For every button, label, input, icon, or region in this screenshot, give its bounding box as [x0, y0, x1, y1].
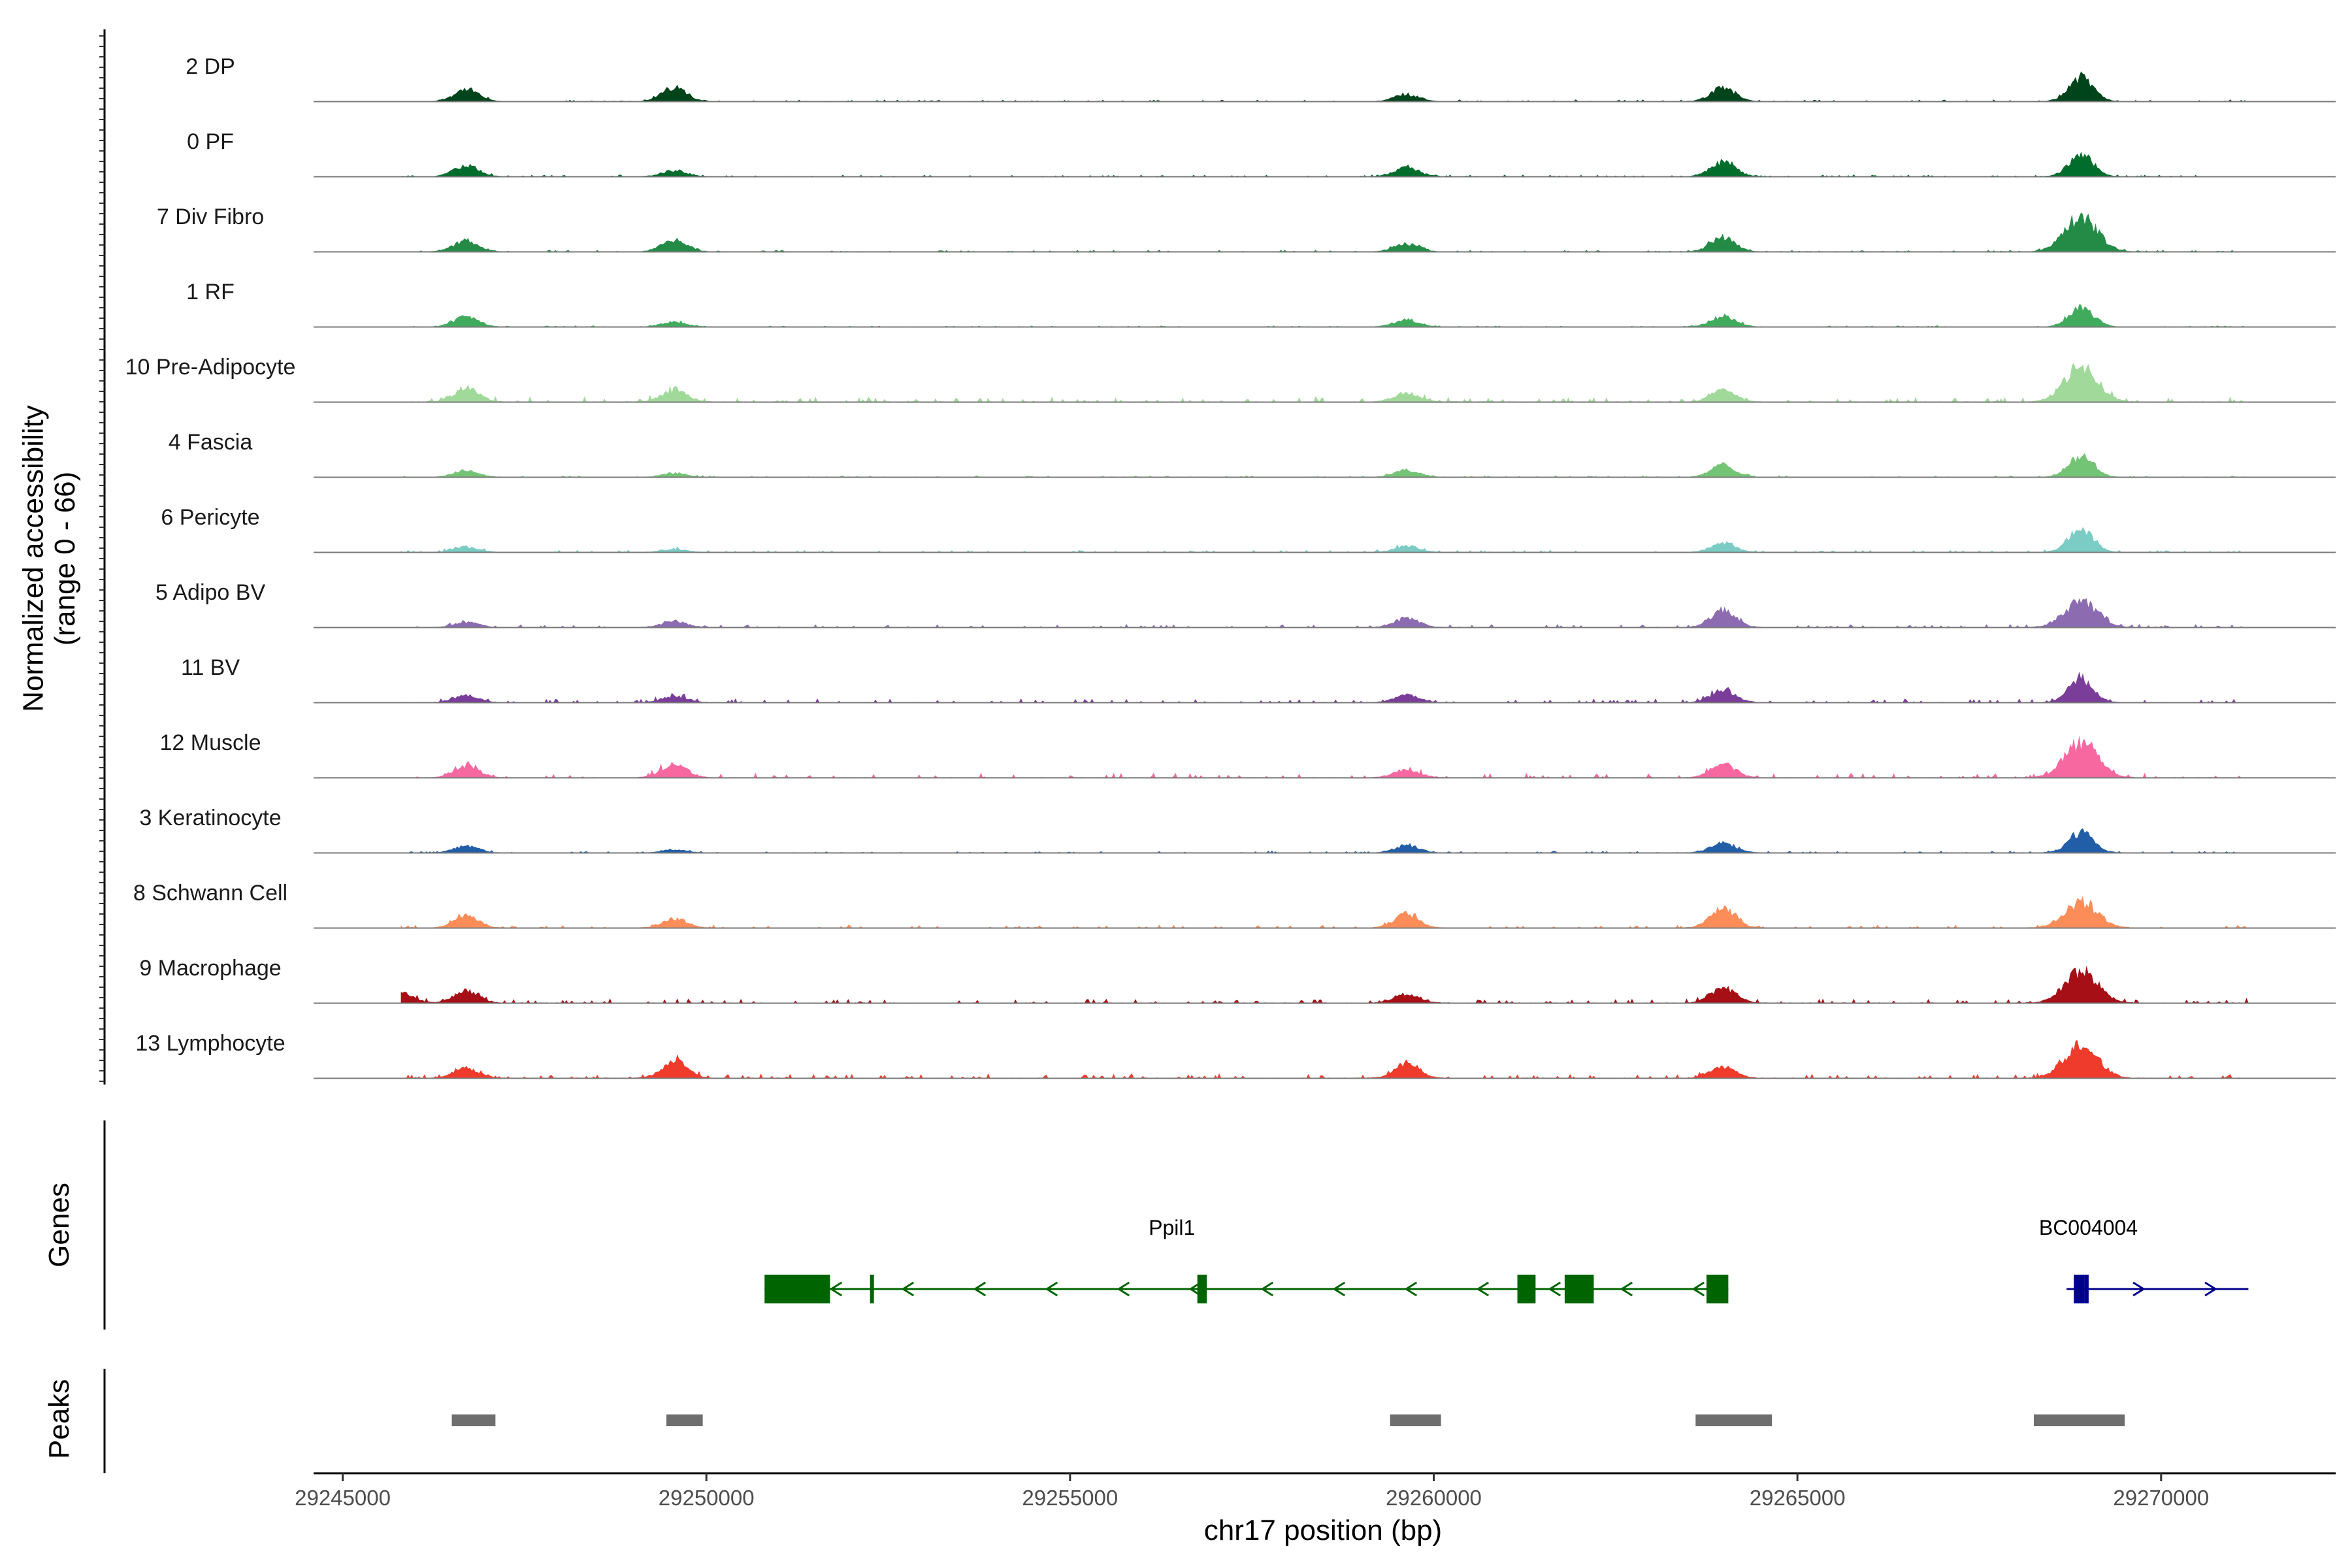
coverage-area	[400, 828, 2249, 853]
strand-chevron	[1404, 1281, 1418, 1297]
x-axis: 29245000 29250000 29255000 29260000 29265000…	[295, 1472, 2336, 1510]
track-label: 4 Fascia	[169, 430, 253, 455]
coverage-area	[400, 527, 2249, 552]
track-label: 0 PF	[187, 129, 234, 154]
peaks-panel-label: Peaks	[43, 1379, 75, 1459]
coverage-area	[400, 965, 2249, 1003]
strand-chevron	[901, 1281, 915, 1297]
gene-exon	[1517, 1275, 1536, 1303]
strand-chevron	[2132, 1281, 2146, 1297]
gene-exon	[1706, 1275, 1729, 1303]
strand-chevron	[829, 1281, 843, 1297]
coverage-area	[400, 1040, 2249, 1078]
genes-panel: Ppil1 BC004004	[103, 1120, 2249, 1330]
track-0-pf: 0 PF	[187, 129, 2336, 178]
track-11-bv: 11 BV	[181, 655, 2336, 704]
track-8-schwann-cell: 8 Schwann Cell	[133, 881, 2336, 929]
track-label: 9 Macrophage	[139, 956, 281, 981]
coverage-area	[400, 453, 2249, 477]
y-axis	[99, 29, 106, 1085]
peak-region	[451, 1414, 496, 1426]
track-10-pre-adipocyte: 10 Pre-Adipocyte	[125, 355, 2336, 403]
track-label: 6 Pericyte	[161, 505, 259, 530]
gene-exon	[870, 1275, 874, 1303]
track-label: 13 Lymphocyte	[135, 1031, 285, 1056]
coverage-area	[400, 896, 2249, 928]
track-9-macrophage: 9 Macrophage	[139, 956, 2336, 1004]
x-tick-label: 29265000	[1750, 1486, 1846, 1510]
gene-exon	[764, 1275, 830, 1303]
strand-chevron	[1691, 1281, 1705, 1297]
gene-exon	[1197, 1275, 1207, 1303]
track-label: 11 BV	[181, 655, 240, 680]
gene-name-label: BC004004	[2039, 1216, 2138, 1239]
peak-region	[1695, 1414, 1772, 1426]
strand-chevron	[2204, 1281, 2217, 1297]
gene-exon	[2084, 1275, 2089, 1303]
track-6-pericyte: 6 Pericyte	[161, 505, 2336, 553]
strand-chevron	[1117, 1281, 1130, 1297]
track-12-muscle: 12 Muscle	[160, 730, 2336, 779]
coverage-area	[400, 152, 2249, 176]
peak-region	[2033, 1414, 2125, 1426]
peaks-panel	[103, 1369, 2125, 1473]
track-label: 8 Schwann Cell	[133, 881, 287, 906]
y-axis-title-line: (range 0 - 66)	[49, 472, 81, 646]
gene-bc004004: BC004004	[2039, 1216, 2249, 1303]
gene-exon	[2074, 1275, 2085, 1303]
track-1-rf: 1 RF	[186, 280, 2336, 328]
track-label: 2 DP	[186, 54, 235, 79]
strand-chevron	[1620, 1281, 1633, 1297]
coverage-area	[400, 671, 2249, 702]
track-label: 7 Div Fibro	[157, 204, 264, 229]
strand-chevron	[1332, 1281, 1346, 1297]
track-7-div-fibro: 7 Div Fibro	[157, 204, 2336, 253]
coverage-area	[400, 304, 2249, 327]
track-label: 1 RF	[186, 280, 235, 304]
strand-chevron	[1260, 1281, 1274, 1297]
x-tick-label: 29250000	[659, 1486, 755, 1510]
genes-panel-label: Genes	[43, 1183, 75, 1267]
x-tick-label: 29270000	[2113, 1486, 2209, 1510]
track-label: 5 Adipo BV	[155, 580, 266, 605]
track-13-lymphocyte: 13 Lymphocyte	[135, 1031, 2336, 1079]
gene-exon	[1564, 1275, 1594, 1303]
track-4-fascia: 4 Fascia	[169, 430, 2336, 478]
coverage-area	[400, 363, 2249, 402]
x-tick-label: 29255000	[1022, 1486, 1118, 1510]
track-2-dp: 2 DP	[186, 54, 2336, 103]
coverage-tracks: 2 DP 0 PF 7 Div Fibro 1 RF 10 Pre-Adipocyte 4…	[125, 54, 2336, 1079]
y-axis-title-line: Normalized accessibility	[18, 405, 50, 711]
peak-region	[1390, 1414, 1441, 1426]
strand-chevron	[1548, 1281, 1561, 1297]
track-3-keratinocyte: 3 Keratinocyte	[139, 806, 2336, 854]
strand-chevron	[1045, 1281, 1058, 1297]
y-axis-title: Normalized accessibility(range 0 - 66)	[18, 405, 81, 711]
track-label: 3 Keratinocyte	[139, 806, 281, 830]
coverage-area	[400, 735, 2249, 777]
gene-ppil1: Ppil1	[764, 1216, 1729, 1303]
peak-region	[666, 1414, 703, 1426]
x-tick-label: 29245000	[295, 1486, 391, 1510]
coverage-area	[400, 71, 2249, 101]
coverage-area	[400, 212, 2249, 252]
track-label: 10 Pre-Adipocyte	[125, 355, 296, 380]
strand-chevron	[973, 1281, 987, 1297]
track-label: 12 Muscle	[160, 730, 261, 755]
strand-chevron	[1476, 1281, 1490, 1297]
gene-name-label: Ppil1	[1149, 1216, 1195, 1239]
coverage-area	[400, 598, 2249, 627]
x-tick-label: 29260000	[1386, 1486, 1482, 1510]
x-axis-title: chr17 position (bp)	[1204, 1514, 1442, 1546]
track-5-adipo-bv: 5 Adipo BV	[155, 580, 2336, 629]
